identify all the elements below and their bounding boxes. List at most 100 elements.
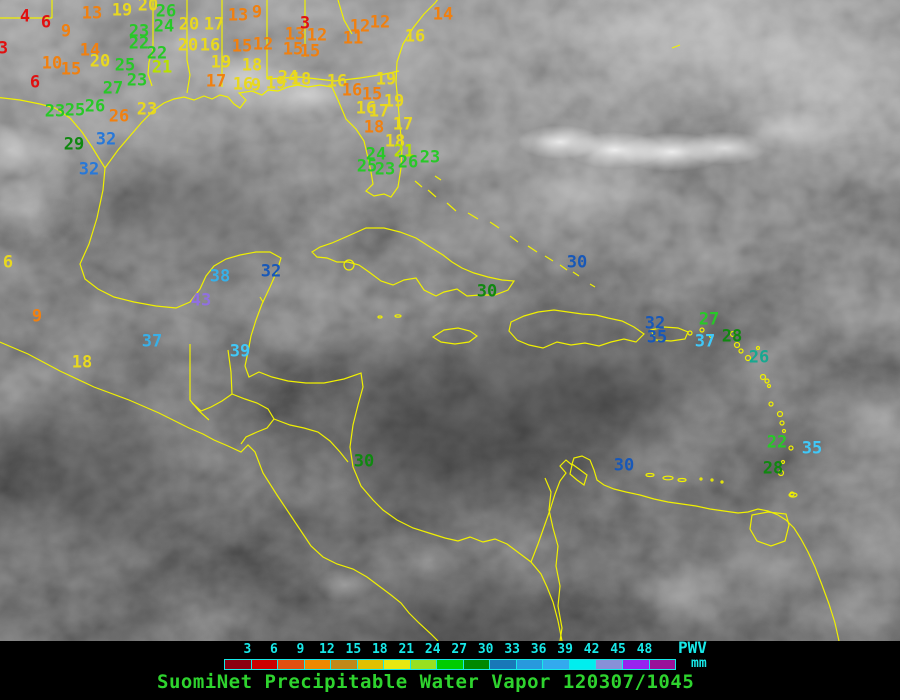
- station-value: 16: [355, 98, 377, 119]
- colorbar-segment: [622, 660, 649, 669]
- colorbar-segment: [304, 660, 331, 669]
- station-value: 24: [277, 67, 299, 88]
- station-value: 35: [801, 438, 823, 459]
- station-value: 3: [299, 13, 311, 34]
- colorbar-tick: 30: [477, 642, 494, 657]
- colorbar-segment: [490, 660, 516, 669]
- colorbar-segment: [357, 660, 384, 669]
- station-value: 24: [365, 144, 387, 165]
- station-value: 32: [95, 129, 117, 150]
- station-value: 20: [89, 51, 111, 72]
- abc-islands: [377, 314, 724, 484]
- station-value: 23: [136, 99, 158, 120]
- colorbar-tick: 18: [371, 642, 388, 657]
- station-value: 30: [353, 451, 375, 472]
- colorbar-segment: [596, 660, 622, 669]
- station-value: 17: [368, 101, 390, 122]
- south-america-north-coast: [530, 455, 840, 641]
- florida-coast: [331, 0, 439, 198]
- station-value: 26: [108, 106, 130, 127]
- station-value: 6: [40, 12, 52, 33]
- station-value: 18: [363, 117, 385, 138]
- station-value: 35: [646, 327, 668, 348]
- station-value: 23: [126, 70, 148, 91]
- tobago: [788, 492, 798, 498]
- station-value: 9: [250, 75, 262, 96]
- station-value: 30: [566, 252, 588, 273]
- mexico-gulf-coast: [79, 167, 282, 367]
- station-value: 20: [178, 14, 200, 35]
- station-value: 15: [299, 41, 321, 62]
- station-value: 23: [374, 159, 396, 180]
- satellite-map: 4 6 3 9 13 19 20 26 24 23 22 22 14 10 15 20 25 21 6 27 23 23 2…: [0, 0, 900, 641]
- colorbar: [224, 659, 676, 670]
- colorbar-segment: [463, 660, 490, 669]
- colorbar-segment: [649, 660, 676, 669]
- station-value: 13: [81, 3, 103, 24]
- station-value: 19: [383, 91, 405, 112]
- colorbar-tick: 24: [424, 642, 441, 657]
- colorbar-tick: 9: [296, 642, 305, 657]
- station-value: 11: [342, 28, 364, 49]
- colorbar-tick: 6: [270, 642, 278, 657]
- rio-grande-border: [0, 96, 106, 169]
- trinidad-coast: [749, 511, 790, 547]
- us-gulf-coast: [104, 84, 333, 169]
- lesser-antilles-islands: [687, 327, 795, 497]
- station-value: 26: [748, 347, 770, 368]
- station-value: 26: [84, 96, 106, 117]
- station-value: 10: [41, 53, 63, 74]
- jamaica-coast: [431, 327, 479, 345]
- station-value: 26: [397, 152, 419, 173]
- isle-of-youth: [343, 259, 355, 271]
- station-value: 9: [60, 21, 72, 42]
- product-title: SuomiNet Precipitable Water Vapor 120307…: [157, 671, 695, 693]
- station-value: 17: [392, 114, 414, 135]
- station-value: 25: [356, 156, 378, 177]
- station-value: 19: [265, 73, 287, 94]
- colorbar-tick: 48: [636, 642, 653, 657]
- station-value: 32: [78, 159, 100, 180]
- station-value: 12: [369, 12, 391, 33]
- station-value: 13: [284, 24, 306, 45]
- station-value: 6: [29, 72, 41, 93]
- station-value: 19: [210, 52, 232, 73]
- station-value: 18: [290, 69, 312, 90]
- colorbar-segment: [543, 660, 569, 669]
- station-value: 37: [141, 331, 163, 352]
- station-value: 13: [227, 5, 249, 26]
- station-value: 26: [155, 1, 177, 22]
- station-value: 32: [260, 261, 282, 282]
- colorbar-segment: [331, 660, 357, 669]
- colorbar-segment: [225, 660, 251, 669]
- station-value: 12: [306, 25, 328, 46]
- colorbar-tick: 15: [345, 642, 362, 657]
- colorbar-tick: 33: [504, 642, 520, 657]
- dark-sea-overlay: [0, 0, 900, 641]
- pacific-coast: [0, 341, 439, 641]
- station-value: 29: [63, 134, 85, 155]
- colorbar-tick: 45: [610, 642, 626, 657]
- station-value: 37: [694, 331, 716, 352]
- station-value: 30: [476, 281, 498, 302]
- colorbar-segment: [278, 660, 304, 669]
- station-value: 21: [151, 57, 173, 78]
- station-value: 15: [231, 36, 253, 57]
- hispaniola-coast: [508, 309, 645, 349]
- station-value: 21: [393, 141, 415, 162]
- central-america-caribbean-coast: [244, 365, 563, 641]
- station-value: 25: [64, 100, 86, 121]
- station-value: 28: [721, 326, 743, 347]
- station-value: 17: [203, 14, 225, 35]
- station-value: 16: [199, 35, 221, 56]
- station-value: 38: [209, 266, 231, 287]
- colorbar-segment: [410, 660, 437, 669]
- station-value: 16: [404, 26, 426, 47]
- station-value: 23: [128, 21, 150, 42]
- colorbar-segment: [516, 660, 543, 669]
- colorbar-segment: [437, 660, 463, 669]
- cuba-coast: [311, 227, 516, 297]
- station-value: 3: [0, 38, 9, 59]
- station-value: 39: [229, 341, 251, 362]
